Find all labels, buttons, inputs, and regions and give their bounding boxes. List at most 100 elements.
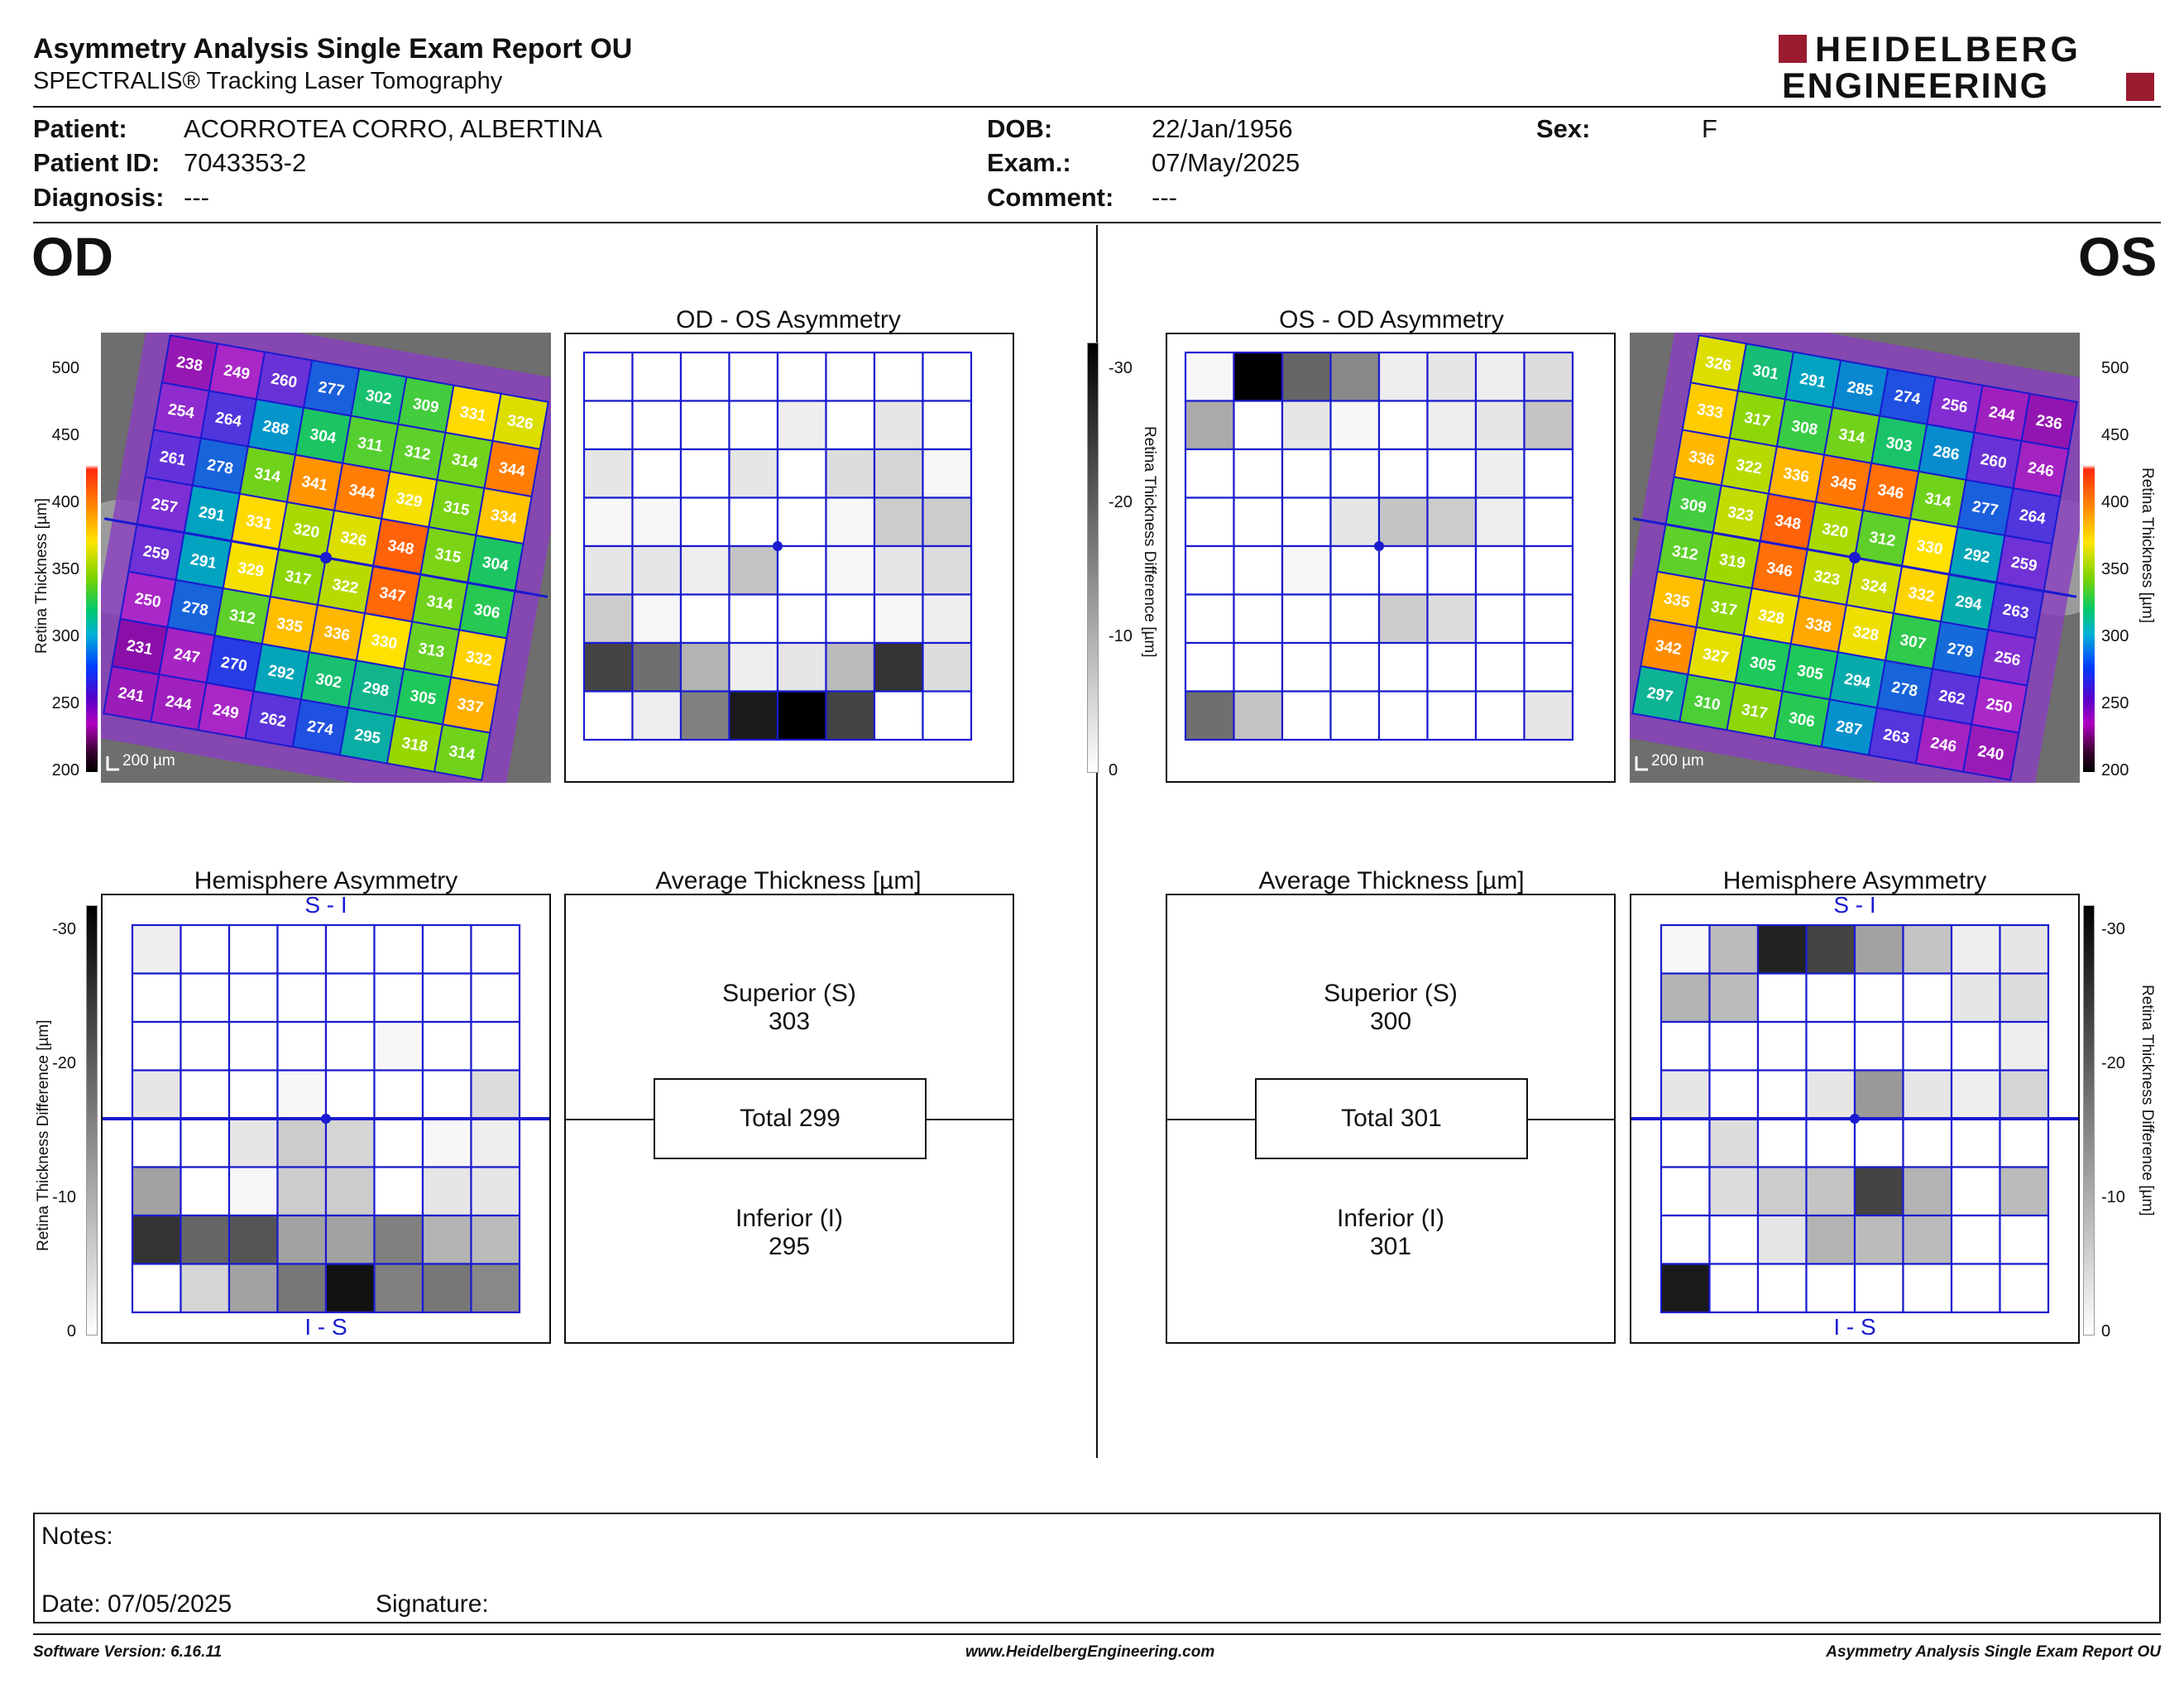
os-hemi-cell (1756, 1166, 1808, 1217)
od-hemi-tick: 0 (66, 1322, 76, 1340)
od-thickness-tick: 400 (51, 493, 79, 511)
os-od-asymmetry-grid (1184, 351, 1574, 741)
od-asym-cell (582, 690, 634, 741)
os-hemi-cell (1708, 923, 1760, 975)
notes-box[interactable]: Notes: Date: 07/05/2025 Signature: (33, 1513, 2161, 1623)
od-hemi-cell (373, 1069, 424, 1120)
od-hemi-cell (131, 1069, 182, 1120)
os-asym-cell (1184, 496, 1235, 548)
od-asym-cell (679, 400, 730, 451)
os-asym-cell (1474, 690, 1525, 741)
os-asym-cell (1329, 641, 1381, 693)
os-asym-cell (1377, 544, 1429, 596)
os-hemi-tick: 0 (2101, 1322, 2111, 1340)
od-asym-fovea-dot (773, 541, 783, 551)
exam-value: 07/May/2025 (1152, 148, 1300, 177)
os-asym-cell (1377, 593, 1429, 645)
od-hemi-cell (373, 1263, 424, 1314)
od-hemi-cell (131, 1117, 182, 1168)
od-asym-cell (728, 593, 779, 645)
od-hemi-cell (470, 923, 521, 975)
os-hemi-top-label: S - I (1833, 892, 1876, 918)
od-thickness-tick: 250 (51, 694, 79, 712)
od-asym-cell (776, 544, 827, 596)
os-asym-cell (1426, 496, 1478, 548)
od-hemi-tick: -20 (52, 1054, 76, 1072)
os-hemi-cell (1902, 1020, 1953, 1072)
os-hemi-cell (1708, 1214, 1760, 1265)
os-asym-cell (1474, 351, 1525, 402)
os-hemi-cell (1902, 1166, 1953, 1217)
os-asym-cell (1377, 448, 1429, 499)
od-asym-cell (679, 641, 730, 693)
footer-website[interactable]: www.HeidelbergEngineering.com (965, 1643, 1215, 1661)
sex-label: Sex: (1536, 114, 1591, 143)
os-asym-cell (1233, 593, 1284, 645)
os-hemi-cell (1805, 972, 1856, 1024)
os-hemi-cell (1950, 923, 2001, 975)
od-hemi-cell (470, 1020, 521, 1072)
od-hemi-cell (324, 1214, 376, 1265)
od-inferior-label: Inferior (I) (735, 1205, 844, 1232)
os-hemi-cell (1708, 1020, 1760, 1072)
logo-text-line1: HEIDELBERG (1815, 30, 2081, 70)
od-hemi-cell (131, 1263, 182, 1314)
od-asym-cell (728, 351, 779, 402)
od-hemi-cell (276, 923, 328, 975)
top-diff-axis-label: Retina Thickness Difference [µm] (1141, 426, 1158, 658)
od-asym-cell (728, 496, 779, 548)
report-title: Asymmetry Analysis Single Exam Report OU (33, 33, 633, 65)
os-od-asymmetry-panel (1166, 333, 1616, 783)
od-hemi-cell (228, 1166, 279, 1217)
os-asym-cell (1184, 351, 1235, 402)
os-asym-cell (1523, 351, 1574, 402)
od-hemi-tick: -30 (52, 920, 76, 938)
od-asym-cell (631, 690, 682, 741)
od-asym-cell (679, 448, 730, 499)
os-hemi-cell (1853, 1166, 1904, 1217)
od-hemi-cell (180, 972, 231, 1024)
os-asym-cell (1523, 496, 1574, 548)
os-asym-cell (1377, 496, 1429, 548)
od-hemi-cell (421, 1020, 472, 1072)
os-hemi-cell (1660, 1117, 1711, 1168)
os-thickness-tick: 350 (2101, 560, 2129, 578)
footer-software-version: Software Version: 6.16.11 (33, 1643, 223, 1661)
top-diff-tick: 0 (1109, 761, 1118, 779)
os-hemi-cell (1999, 1214, 2050, 1265)
od-asym-cell (922, 448, 973, 499)
od-asym-cell (922, 690, 973, 741)
os-hemi-cell (1660, 972, 1711, 1024)
od-asym-cell (922, 400, 973, 451)
od-hemi-cell (276, 1263, 328, 1314)
os-hemi-cell (1999, 972, 2050, 1024)
patient-value: ACORROTEA CORRO, ALBERTINA (184, 114, 602, 143)
os-thickness-panel: 326 301 291 285 274 256 244 236 333 317 308 314 303 2… (1603, 306, 2118, 809)
od-superior-value: 303 (768, 1008, 811, 1035)
os-hemi-cell (1999, 1166, 2050, 1217)
od-thickness-axis-label: Retina Thickness [µm] (33, 498, 50, 654)
od-hemi-colorbar (86, 905, 98, 1336)
od-asym-cell (728, 544, 779, 596)
od-hemi-cell (276, 1214, 328, 1265)
os-thickness-tick: 500 (2101, 359, 2129, 377)
os-hemi-axis-label: Retina Thickness Difference [µm] (2138, 985, 2156, 1216)
header-rule (33, 106, 2161, 108)
report-subtitle: SPECTRALIS® Tracking Laser Tomography (33, 68, 503, 94)
od-asym-cell (922, 544, 973, 596)
od-asym-cell (873, 400, 924, 451)
os-hemi-title: Hemisphere Asymmetry (1722, 867, 1987, 894)
od-hemi-fovea-dot (321, 1114, 331, 1124)
os-hemi-cell (1950, 1166, 2001, 1217)
logo-text-line2: ENGINEERING (1782, 66, 2050, 106)
od-asym-cell (825, 351, 876, 402)
os-asym-cell (1426, 544, 1478, 596)
od-asym-cell (922, 641, 973, 693)
os-asym-cell (1233, 496, 1284, 548)
os-hemi-tick: -30 (2101, 920, 2125, 938)
os-asym-cell (1377, 690, 1429, 741)
od-asym-cell (922, 593, 973, 645)
os-hemi-cell (1950, 1069, 2001, 1120)
patient-id-label: Patient ID: (33, 148, 160, 177)
